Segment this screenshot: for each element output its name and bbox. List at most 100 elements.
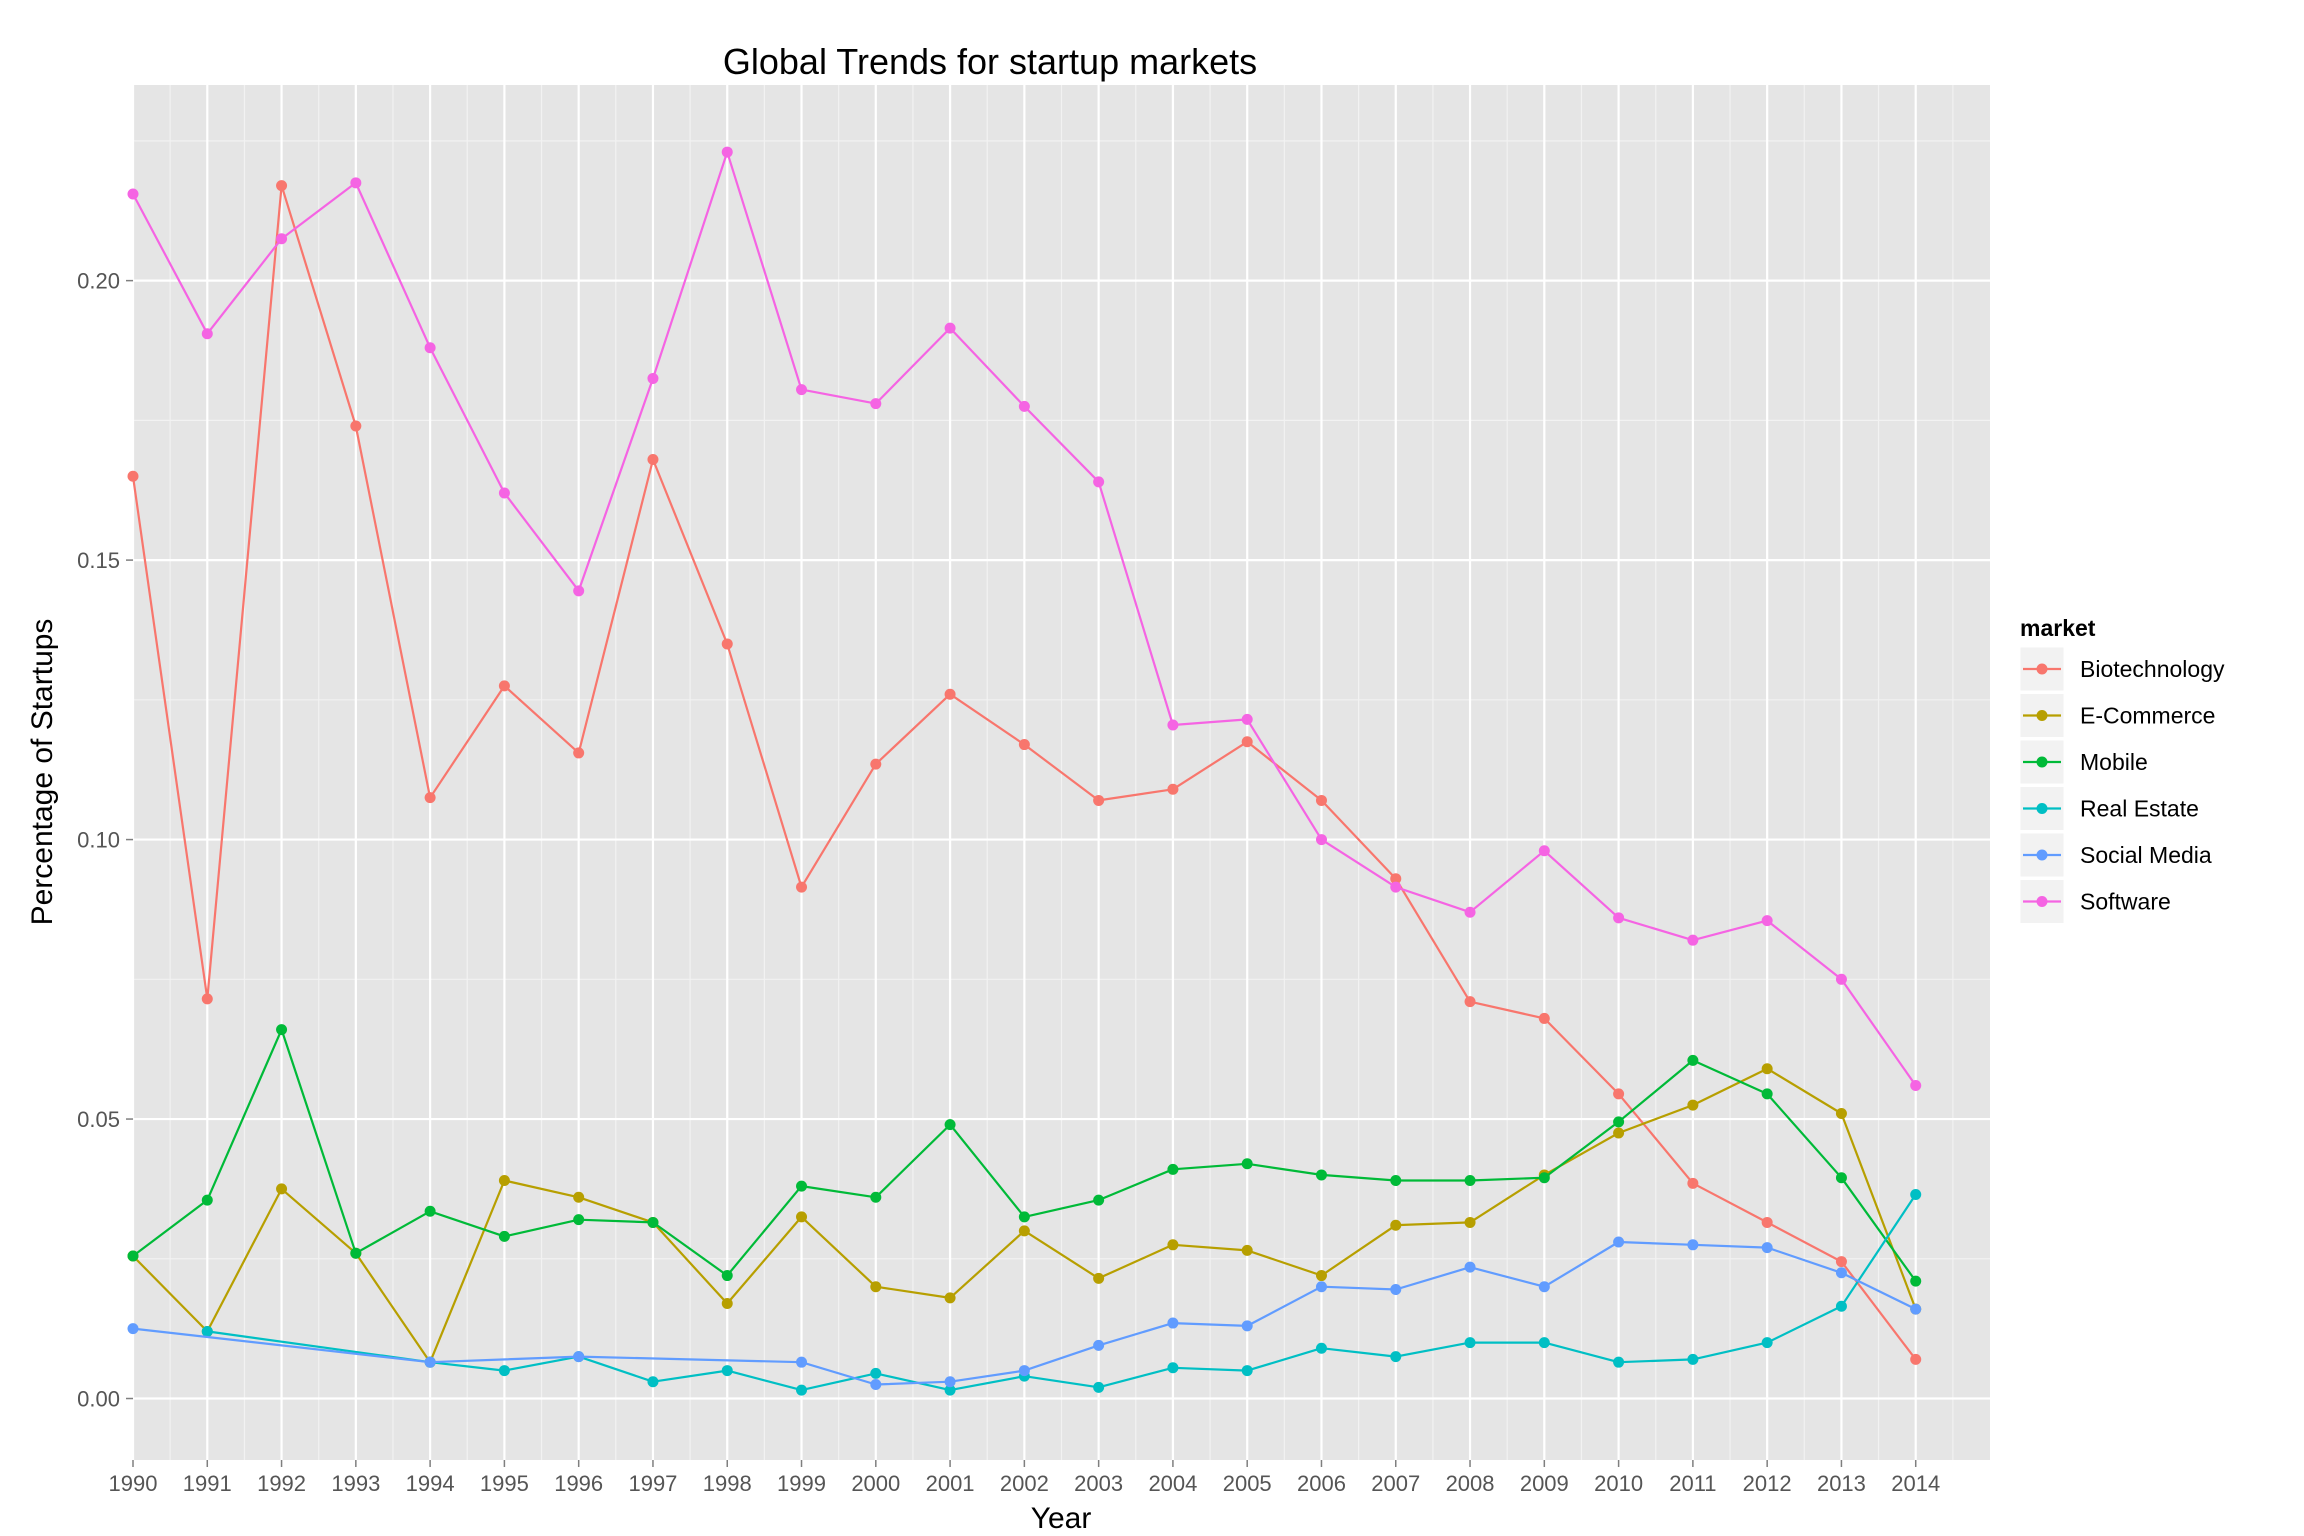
data-point-software — [1835, 973, 1847, 985]
data-point-software — [1241, 713, 1253, 725]
data-point-social-media — [1835, 1267, 1847, 1279]
data-point-social-media — [1910, 1303, 1922, 1315]
data-point-real-estate — [1910, 1189, 1922, 1201]
data-point-software — [1613, 912, 1625, 924]
data-point-mobile — [944, 1119, 956, 1131]
y-tick-label: 0.05 — [77, 1107, 120, 1132]
data-point-real-estate — [1390, 1351, 1402, 1363]
data-point-software — [721, 146, 733, 158]
data-point-mobile — [1167, 1163, 1179, 1175]
legend-item-mobile: Mobile — [2019, 739, 2148, 785]
data-point-social-media — [1093, 1339, 1105, 1351]
data-point-software — [944, 322, 956, 334]
data-point-real-estate — [201, 1325, 213, 1337]
data-point-software — [647, 372, 659, 384]
data-point-biotechnology — [647, 453, 659, 465]
data-point-software — [1390, 881, 1402, 893]
data-point-software — [424, 342, 436, 354]
x-tick-label: 2001 — [926, 1471, 975, 1496]
data-point-biotechnology — [1241, 736, 1253, 748]
data-point-biotechnology — [573, 747, 585, 759]
legend-title: market — [2020, 615, 2096, 641]
data-point-mobile — [127, 1250, 139, 1262]
data-point-mobile — [1835, 1172, 1847, 1184]
minor-grid — [133, 85, 1990, 1460]
legend-label-mobile: Mobile — [2080, 749, 2148, 775]
data-point-social-media — [1315, 1281, 1327, 1293]
x-tick-label: 2012 — [1743, 1471, 1792, 1496]
data-point-biotechnology — [201, 993, 213, 1005]
data-point-social-media — [944, 1376, 956, 1388]
data-point-mobile — [201, 1194, 213, 1206]
data-point-software — [498, 487, 510, 499]
x-tick-label: 2004 — [1148, 1471, 1197, 1496]
data-point-e-commerce — [944, 1292, 956, 1304]
data-point-biotechnology — [1761, 1216, 1773, 1228]
data-point-biotechnology — [498, 680, 510, 692]
data-point-mobile — [1613, 1116, 1625, 1128]
y-axis: 0.00 0.05 0.10 0.15 0.20 — [77, 269, 133, 1412]
data-point-software — [796, 384, 808, 396]
data-point-software — [1538, 845, 1550, 857]
data-point-software — [201, 328, 213, 340]
x-tick-label: 2010 — [1594, 1471, 1643, 1496]
data-point-mobile — [647, 1216, 659, 1228]
data-point-e-commerce — [498, 1175, 510, 1187]
legend-key-point — [2036, 663, 2048, 675]
data-point-mobile — [1390, 1175, 1402, 1187]
data-point-mobile — [1538, 1172, 1550, 1184]
data-point-e-commerce — [1093, 1272, 1105, 1284]
data-point-biotechnology — [1167, 783, 1179, 795]
data-point-real-estate — [1761, 1337, 1773, 1349]
data-point-mobile — [1241, 1158, 1253, 1170]
x-tick-label: 2011 — [1669, 1471, 1716, 1496]
legend-key-point — [2036, 896, 2048, 907]
data-point-social-media — [424, 1356, 436, 1368]
x-tick-label: 2008 — [1446, 1471, 1495, 1496]
data-point-e-commerce — [870, 1281, 882, 1293]
data-point-social-media — [1018, 1365, 1030, 1377]
data-point-software — [276, 233, 288, 245]
x-tick-label: 2003 — [1074, 1471, 1123, 1496]
x-tick-label: 2005 — [1223, 1471, 1272, 1496]
data-point-biotechnology — [870, 758, 882, 770]
series-mobile — [127, 1024, 1922, 1287]
data-point-social-media — [870, 1379, 882, 1391]
x-tick-label: 1999 — [777, 1471, 826, 1496]
data-point-mobile — [424, 1205, 436, 1217]
x-tick-label: 2014 — [1891, 1471, 1940, 1496]
y-tick-label: 0.20 — [77, 269, 120, 294]
data-point-mobile — [1315, 1169, 1327, 1181]
data-point-software — [573, 585, 585, 597]
data-point-mobile — [1910, 1275, 1922, 1287]
data-point-mobile — [1464, 1175, 1476, 1187]
x-tick-label: 2007 — [1371, 1471, 1420, 1496]
data-point-real-estate — [1687, 1353, 1699, 1365]
data-point-social-media — [1761, 1242, 1773, 1254]
data-point-social-media — [1613, 1236, 1625, 1248]
legend-item-software: Software — [2019, 879, 2171, 924]
data-point-mobile — [870, 1191, 882, 1203]
data-point-software — [1167, 719, 1179, 731]
data-point-mobile — [1687, 1054, 1699, 1066]
series-line-real-estate — [207, 1193, 1917, 1392]
legend-label-real-estate: Real Estate — [2080, 796, 2199, 822]
data-point-mobile — [498, 1230, 510, 1242]
data-point-e-commerce — [1613, 1127, 1625, 1139]
x-tick-label: 1993 — [331, 1471, 380, 1496]
legend-item-biotechnology: Biotechnology — [2019, 646, 2225, 692]
data-point-biotechnology — [1687, 1177, 1699, 1189]
y-tick-label: 0.15 — [77, 548, 120, 573]
data-point-social-media — [1538, 1281, 1550, 1293]
series-layer — [127, 146, 1922, 1396]
data-point-social-media — [573, 1351, 585, 1363]
x-tick-label: 1991 — [183, 1471, 232, 1496]
data-point-real-estate — [647, 1376, 659, 1388]
legend-label-software: Software — [2080, 889, 2171, 915]
data-point-real-estate — [1835, 1300, 1847, 1312]
data-point-software — [1018, 400, 1030, 412]
data-point-e-commerce — [721, 1297, 733, 1309]
series-biotechnology — [127, 180, 1922, 1365]
legend-item-real-estate: Real Estate — [2019, 786, 2199, 831]
data-point-e-commerce — [573, 1191, 585, 1203]
